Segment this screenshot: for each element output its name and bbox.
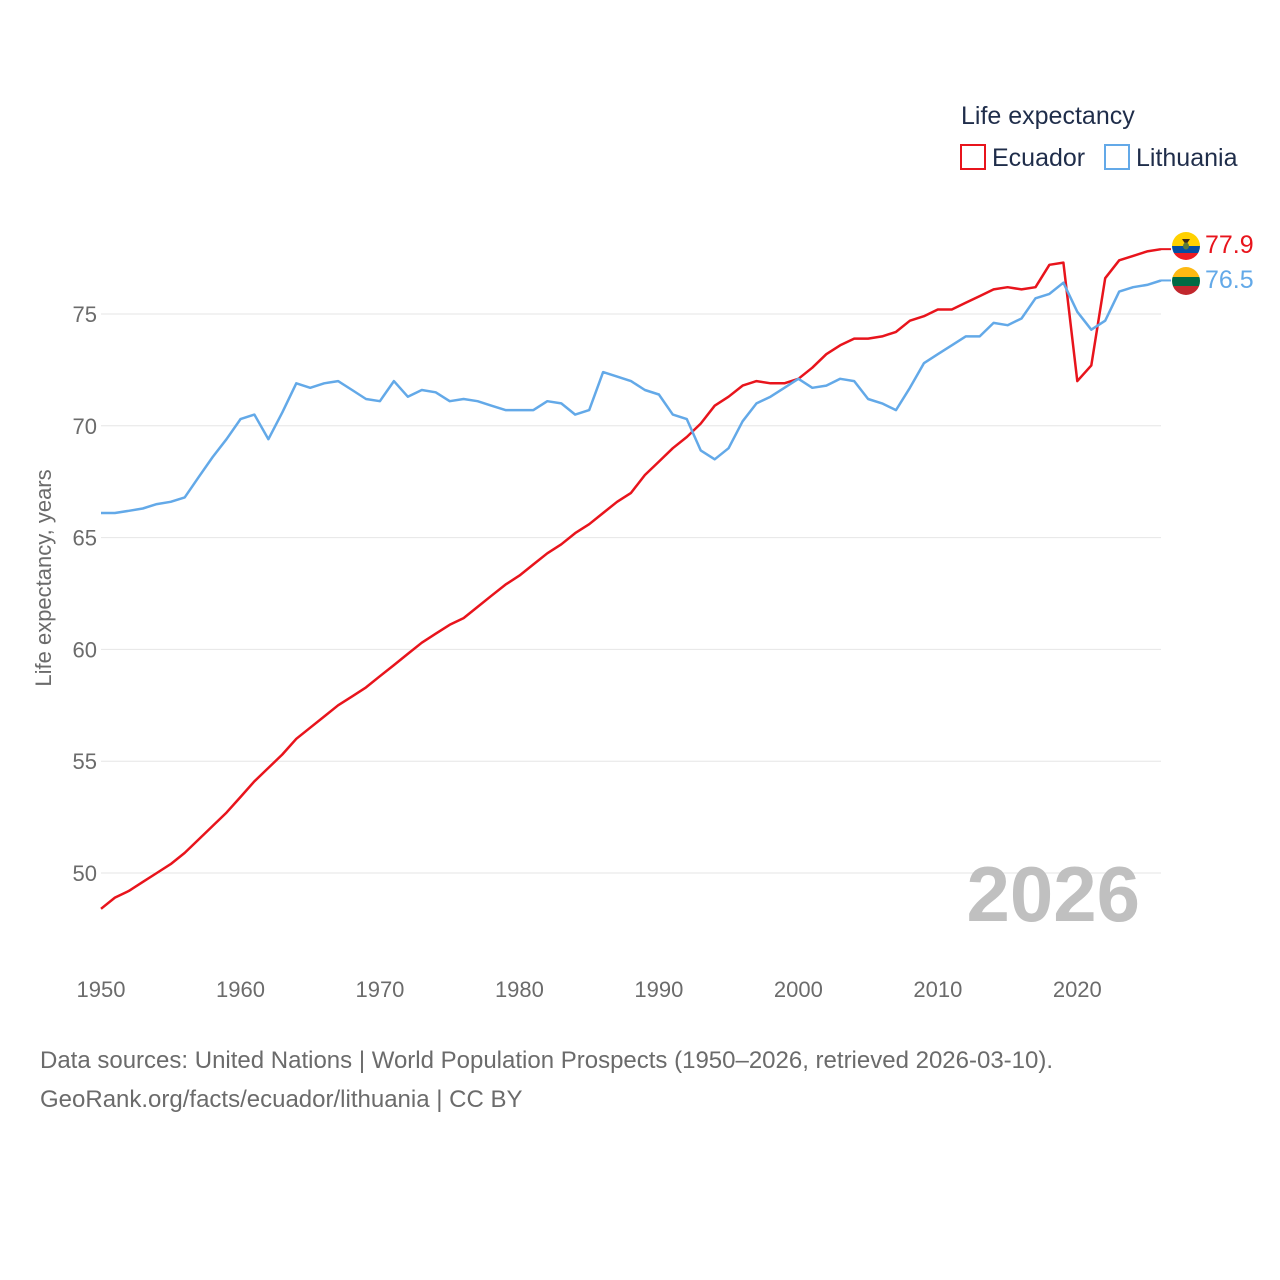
y-tick-60: 60 bbox=[73, 637, 97, 662]
legend-label-lithuania[interactable]: Lithuania bbox=[1136, 144, 1238, 172]
ecuador-flag-icon bbox=[1172, 232, 1200, 260]
x-tick-1950: 1950 bbox=[77, 977, 126, 1002]
y-tick-55: 55 bbox=[73, 749, 97, 774]
x-tick-1970: 1970 bbox=[355, 977, 404, 1002]
y-tick-50: 50 bbox=[73, 861, 97, 886]
ecuador-end-value: 77.9 bbox=[1205, 231, 1254, 259]
end-markers: 77.9 76.5 bbox=[1172, 231, 1254, 295]
year-watermark: 2026 bbox=[966, 850, 1140, 938]
legend-title: Life expectancy bbox=[961, 102, 1135, 130]
x-tick-1960: 1960 bbox=[216, 977, 265, 1002]
legend: Life expectancy Ecuador Lithuania bbox=[960, 102, 1238, 172]
y-tick-75: 75 bbox=[73, 302, 97, 327]
gridlines bbox=[101, 313, 1161, 874]
x-axis-ticks: 1950 1960 1970 1980 1990 2000 2010 2020 bbox=[77, 977, 1102, 1002]
series-line-ecuador[interactable] bbox=[100, 247, 1162, 910]
lithuania-end-value: 76.5 bbox=[1205, 266, 1254, 294]
x-tick-2010: 2010 bbox=[913, 977, 962, 1002]
y-tick-65: 65 bbox=[73, 526, 97, 551]
series-line-lithuania[interactable] bbox=[101, 279, 1162, 515]
footer: Data sources: United Nations | World Pop… bbox=[40, 1041, 1053, 1119]
legend-label-ecuador[interactable]: Ecuador bbox=[992, 144, 1085, 172]
source-link[interactable]: GeoRank.org/facts/ecuador/lithuania | CC… bbox=[40, 1086, 523, 1113]
data-sources-note: Data sources: United Nations | World Pop… bbox=[40, 1047, 1054, 1074]
x-tick-1990: 1990 bbox=[634, 977, 683, 1002]
y-axis-ticks: 50 55 60 65 70 75 bbox=[73, 302, 97, 886]
x-tick-2000: 2000 bbox=[774, 977, 823, 1002]
y-axis-label: Life expectancy, years bbox=[31, 469, 56, 686]
series-lines bbox=[100, 247, 1171, 910]
x-tick-1980: 1980 bbox=[495, 977, 544, 1002]
legend-swatch-ecuador[interactable] bbox=[960, 144, 986, 170]
y-tick-70: 70 bbox=[73, 414, 97, 439]
lithuania-flag-icon bbox=[1172, 267, 1200, 295]
x-tick-2020: 2020 bbox=[1053, 977, 1102, 1002]
legend-swatch-lithuania[interactable] bbox=[1104, 144, 1130, 170]
